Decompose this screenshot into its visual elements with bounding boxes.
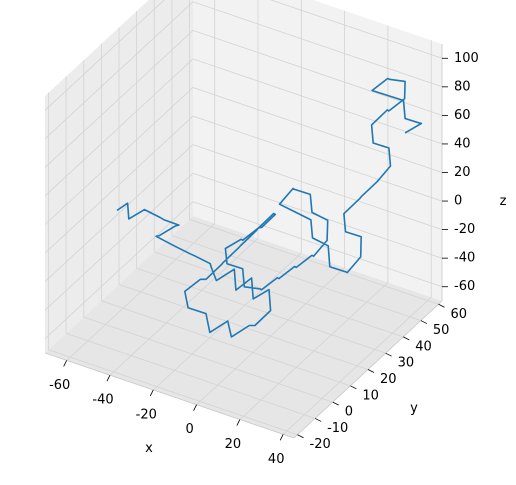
y-gridline xyxy=(48,92,298,436)
y-gridline xyxy=(189,0,439,305)
z-tick-label: 40 xyxy=(454,136,471,151)
z-tick-label: -20 xyxy=(454,222,475,237)
x-tick-mark xyxy=(149,389,154,397)
back-pane xyxy=(193,0,442,301)
x-tick-label: -60 xyxy=(49,378,70,393)
x-gridline xyxy=(196,10,346,405)
x-gridline xyxy=(109,0,259,376)
x-tick-label: 20 xyxy=(225,437,242,452)
z-gridline xyxy=(44,0,443,111)
y-tick-mark xyxy=(332,401,339,406)
x-tick-mark xyxy=(193,404,197,411)
x-axis-line xyxy=(44,352,295,439)
y-tick-label: -20 xyxy=(310,437,331,452)
z-tick-label: 80 xyxy=(454,79,471,94)
z-gridline xyxy=(44,58,443,197)
z-tick-label: 20 xyxy=(454,165,471,180)
y-tick-label: -10 xyxy=(327,421,348,436)
grid-lines xyxy=(44,0,443,436)
x-gridline xyxy=(66,0,216,361)
y-tick-label: 10 xyxy=(362,388,379,403)
z-tick-label: 60 xyxy=(454,108,471,123)
y-gridline xyxy=(171,0,422,321)
z-gridline xyxy=(44,172,443,311)
tick-marks xyxy=(63,57,448,441)
z-gridline xyxy=(44,144,443,282)
y-gridline xyxy=(118,27,369,370)
y-axis-label: y xyxy=(410,401,418,416)
x-gridline xyxy=(153,0,302,391)
z-tick-label: -40 xyxy=(454,251,475,266)
y-tick-label: 20 xyxy=(380,372,397,387)
z-tick-label: 100 xyxy=(454,51,479,66)
y-gridline xyxy=(101,43,351,387)
z-gridline xyxy=(44,115,443,254)
z-axis-label: z xyxy=(500,194,507,209)
y-tick-label: 30 xyxy=(398,356,415,371)
y-tick-mark xyxy=(438,303,445,308)
y-tick-label: 40 xyxy=(415,339,432,354)
y-tick-mark xyxy=(297,434,304,439)
x-axis-label: x xyxy=(145,441,153,456)
x-tick-mark xyxy=(236,419,241,426)
y-gridline xyxy=(153,0,404,338)
x-gridline xyxy=(282,40,432,435)
y-tick-mark xyxy=(350,385,357,390)
x-tick-mark xyxy=(279,434,284,441)
y-gridline xyxy=(65,76,316,419)
x-tick-label: 40 xyxy=(268,452,285,467)
y-gridline xyxy=(136,11,386,354)
y-tick-mark xyxy=(367,369,375,373)
y-tick-mark xyxy=(403,336,410,341)
x-tick-label: -40 xyxy=(92,393,113,408)
x-tick-mark xyxy=(106,374,111,382)
y-tick-mark xyxy=(385,352,392,357)
x-tick-mark xyxy=(63,360,68,367)
y-tick-label: 60 xyxy=(451,307,468,322)
z-gridline xyxy=(44,1,443,140)
series-line-0 xyxy=(116,77,423,338)
y-tick-label: 50 xyxy=(433,323,450,338)
series-group xyxy=(116,77,423,338)
z-tick-label: 0 xyxy=(454,194,462,209)
x-tick-label: 0 xyxy=(185,422,193,437)
tick-labels: -60-40-2002040-20-100102030405060-60-40-… xyxy=(49,51,479,467)
z-gridline xyxy=(44,29,443,168)
z-tick-label: -60 xyxy=(454,279,475,294)
y-tick-mark xyxy=(314,418,322,422)
y-gridline xyxy=(83,60,333,403)
x-tick-label: -20 xyxy=(136,408,157,423)
z-gridline xyxy=(44,87,443,225)
y-tick-mark xyxy=(420,320,428,324)
y-tick-label: 0 xyxy=(345,405,353,420)
